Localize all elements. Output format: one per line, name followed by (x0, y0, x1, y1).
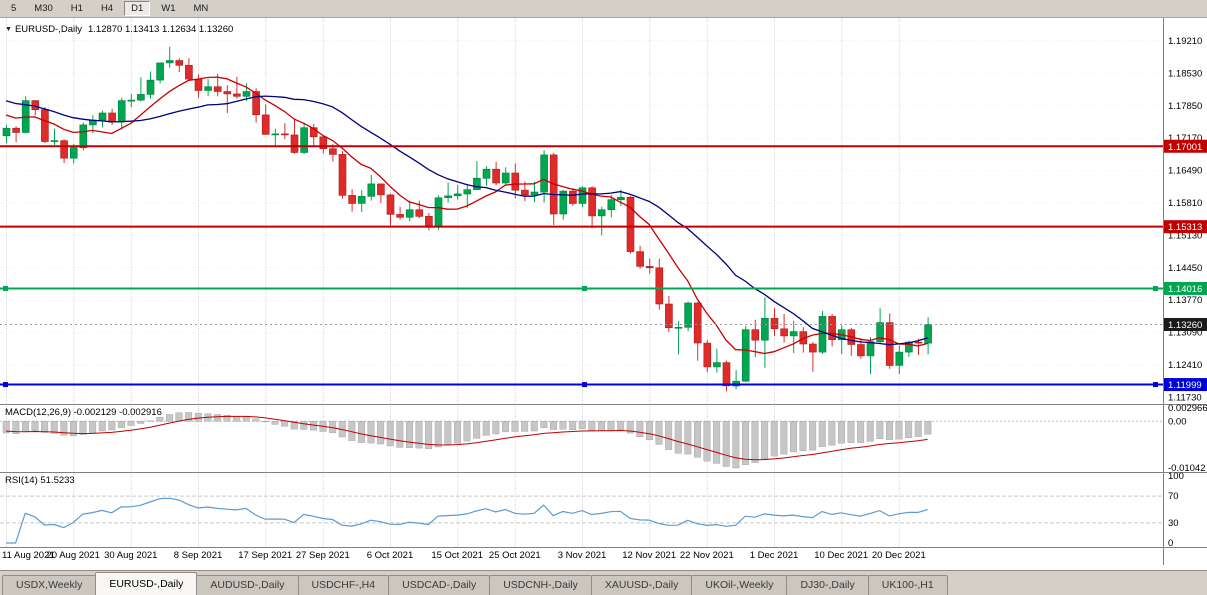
chart-tab-usdcad-daily[interactable]: USDCAD-,Daily (388, 575, 491, 595)
line-handle[interactable] (1153, 382, 1158, 388)
svg-text:27 Sep 2021: 27 Sep 2021 (296, 550, 350, 561)
price-axis: 1.19210 1.18530 1.17850 1.17170 1.16490 1.158… (1168, 36, 1202, 403)
svg-text:15 Oct 2021: 15 Oct 2021 (431, 550, 483, 561)
timeframe-button-D1[interactable]: D1 (124, 1, 151, 16)
svg-text:22 Nov 2021: 22 Nov 2021 (680, 550, 734, 561)
rsi-pane: 100 70 30 0 (0, 471, 1184, 549)
svg-text:0.002966: 0.002966 (1168, 403, 1207, 414)
svg-text:17 Sep 2021: 17 Sep 2021 (238, 550, 292, 561)
svg-text:-0.01042: -0.01042 (1168, 463, 1206, 474)
svg-text:1.15313: 1.15313 (1168, 222, 1202, 233)
svg-text:3 Nov 2021: 3 Nov 2021 (558, 550, 607, 561)
chart-tab-xauusd-daily[interactable]: XAUUSD-,Daily (590, 575, 693, 595)
ma-fast (5, 76, 928, 355)
svg-text:1.11999: 1.11999 (1168, 380, 1202, 391)
macd-pane: 0.002966 0.00 -0.01042 (0, 403, 1207, 474)
bid-price-line: 1.13260 (0, 317, 1207, 331)
svg-text:0: 0 (1168, 538, 1173, 549)
chart-title: ▼ EURUSD-,Daily 1.12870 1.13413 1.12634 1.… (5, 24, 233, 35)
svg-text:70: 70 (1168, 491, 1179, 502)
chart-tab-usdcnh-daily[interactable]: USDCNH-,Daily (489, 575, 592, 595)
chart-window: 1.19210 1.18530 1.17850 1.17170 1.16490 1.158… (0, 18, 1207, 570)
svg-text:1.14016: 1.14016 (1168, 284, 1202, 295)
grid (0, 18, 1163, 547)
svg-text:12 Nov 2021: 12 Nov 2021 (622, 550, 676, 561)
timeframe-toolbar: 5 M30 H1 H4 D1 W1 MN (0, 0, 1207, 18)
chart-tab-uk100-h1[interactable]: UK100-,H1 (867, 575, 948, 595)
svg-text:1.19210: 1.19210 (1168, 36, 1202, 47)
svg-text:1.13260: 1.13260 (1168, 320, 1202, 331)
ma-slow (5, 95, 928, 346)
svg-text:1.18530: 1.18530 (1168, 68, 1202, 79)
line-handle[interactable] (1153, 285, 1158, 291)
svg-text:20 Aug 2021: 20 Aug 2021 (47, 550, 100, 561)
svg-text:1.14450: 1.14450 (1168, 263, 1202, 274)
chart-tabbar: USDX,Weekly EURUSD-,Daily AUDUSD-,Daily USD… (0, 570, 1207, 595)
hline-1.17001[interactable]: 1.17001 (0, 139, 1207, 153)
chart-symbol-label: EURUSD-,Daily (14, 24, 82, 35)
hline-1.14016[interactable]: 1.14016 (0, 281, 1207, 295)
macd-indicator-label: MACD(12,26,9) -0.002129 -0.002916 (5, 407, 162, 418)
hline-1.15313[interactable]: 1.15313 (0, 220, 1207, 234)
chart-dropdown-icon[interactable]: ▼ (5, 26, 12, 33)
price-badge (1164, 378, 1207, 392)
svg-text:1 Dec 2021: 1 Dec 2021 (750, 550, 799, 561)
svg-text:30 Aug 2021: 30 Aug 2021 (104, 550, 157, 561)
pane-separators (0, 18, 1207, 565)
timeframe-button-W1[interactable]: W1 (161, 3, 176, 14)
timeframe-button-H1[interactable]: H1 (70, 3, 83, 14)
price-badge (1164, 317, 1207, 331)
svg-text:8 Sep 2021: 8 Sep 2021 (174, 550, 223, 561)
timeframe-button-H4[interactable]: H4 (100, 3, 114, 14)
svg-text:1.17170: 1.17170 (1168, 133, 1202, 144)
timeframe-button-MN[interactable]: MN (193, 3, 209, 14)
svg-text:1.16490: 1.16490 (1168, 166, 1202, 177)
candlestick-series (2, 46, 932, 392)
svg-text:25 Oct 2021: 25 Oct 2021 (489, 550, 541, 561)
svg-text:30: 30 (1168, 518, 1179, 529)
chart-tab-audusd-daily[interactable]: AUDUSD-,Daily (196, 575, 299, 595)
chart-canvas[interactable]: 1.19210 1.18530 1.17850 1.17170 1.16490 1.158… (0, 18, 1207, 570)
line-handle[interactable] (582, 285, 587, 291)
svg-text:11 Aug 2021: 11 Aug 2021 (2, 550, 55, 561)
svg-text:1.11730: 1.11730 (1168, 392, 1202, 403)
svg-text:1.15130: 1.15130 (1168, 230, 1202, 241)
svg-text:1.12410: 1.12410 (1168, 360, 1202, 371)
chart-tab-usdchf-h4[interactable]: USDCHF-,H4 (297, 575, 390, 595)
svg-text:1.13090: 1.13090 (1168, 328, 1202, 339)
chart-ohlc-values: 1.12870 1.13413 1.12634 1.13260 (87, 24, 234, 35)
price-badge (1164, 281, 1207, 295)
chart-tab-ukoil-weekly[interactable]: UKOil-,Weekly (691, 575, 788, 595)
chart-tab-eurusd-daily[interactable]: EURUSD-,Daily (95, 572, 198, 595)
svg-text:100: 100 (1168, 471, 1184, 482)
moving-averages (5, 76, 928, 355)
line-handle[interactable] (3, 382, 8, 388)
svg-text:20 Dec 2021: 20 Dec 2021 (872, 550, 926, 561)
timeframe-button-5[interactable]: 5 (11, 3, 17, 14)
svg-text:1.17001: 1.17001 (1168, 142, 1202, 153)
svg-text:10 Dec 2021: 10 Dec 2021 (814, 550, 868, 561)
timeframe-button-M30[interactable]: M30 (34, 3, 53, 14)
line-handle[interactable] (582, 382, 587, 388)
rsi-indicator-label: RSI(14) 51.5233 (5, 475, 75, 486)
price-badge (1164, 220, 1207, 234)
svg-text:1.13770: 1.13770 (1168, 295, 1202, 306)
line-handle[interactable] (3, 285, 8, 291)
svg-text:1.17850: 1.17850 (1168, 101, 1202, 112)
macd-signal-line (5, 415, 928, 461)
chart-tab-usdx-weekly[interactable]: USDX,Weekly (2, 575, 97, 595)
price-badge (1164, 139, 1207, 153)
svg-text:1.15810: 1.15810 (1168, 198, 1202, 209)
chart-tab-dj30-daily[interactable]: DJ30-,Daily (786, 575, 869, 595)
svg-text:6 Oct 2021: 6 Oct 2021 (367, 550, 413, 561)
hline-1.11999[interactable]: 1.11999 (0, 378, 1207, 392)
svg-text:0.00: 0.00 (1168, 416, 1187, 427)
rsi-line (6, 497, 928, 544)
